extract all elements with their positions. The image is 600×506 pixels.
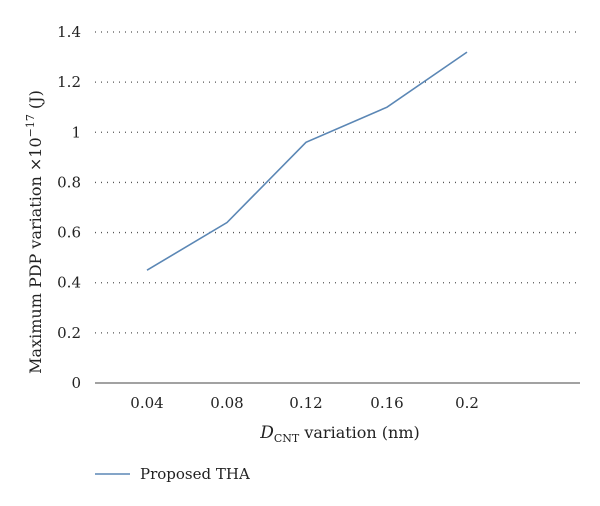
- grid-lines: [95, 31, 580, 334]
- y-axis-title-exponent: −17: [24, 114, 37, 137]
- y-axis-title-unit: (J): [26, 90, 45, 114]
- legend-label: Proposed THA: [140, 465, 250, 483]
- y-tick-label: 0.6: [57, 224, 81, 242]
- x-tick-label: 0.2: [455, 394, 479, 412]
- legend: Proposed THA: [95, 465, 250, 483]
- x-tick-label: 0.12: [289, 394, 322, 412]
- x-axis-title: DCNT variation (nm): [259, 423, 420, 445]
- y-axis-title-main: Maximum PDP variation ×10: [26, 137, 45, 373]
- y-tick-label: 0.4: [57, 274, 81, 292]
- x-tick-labels: 0.04 0.08 0.12 0.16 0.2: [130, 394, 479, 412]
- series-lines: [146, 51, 468, 271]
- x-tick-label: 0.16: [370, 394, 403, 412]
- series-line: [146, 51, 468, 271]
- y-axis-title: Maximum PDP variation ×10−17 (J): [24, 90, 45, 374]
- y-tick-label: 0.8: [57, 173, 81, 191]
- y-tick-label: 0.2: [57, 324, 81, 342]
- x-axis-title-main: D: [259, 423, 274, 443]
- y-tick-label: 1: [71, 123, 81, 141]
- y-tick-label: 0: [71, 374, 81, 392]
- x-tick-label: 0.08: [210, 394, 243, 412]
- x-tick-label: 0.04: [130, 394, 163, 412]
- y-tick-label: 1.4: [57, 23, 81, 41]
- y-tick-label: 1.2: [57, 73, 81, 91]
- y-tick-labels: 0 0.2 0.4 0.6 0.8 1 1.2 1.4: [57, 23, 81, 392]
- x-axis-title-rest: variation (nm): [299, 423, 420, 442]
- x-axis-title-subscript: CNT: [274, 432, 300, 445]
